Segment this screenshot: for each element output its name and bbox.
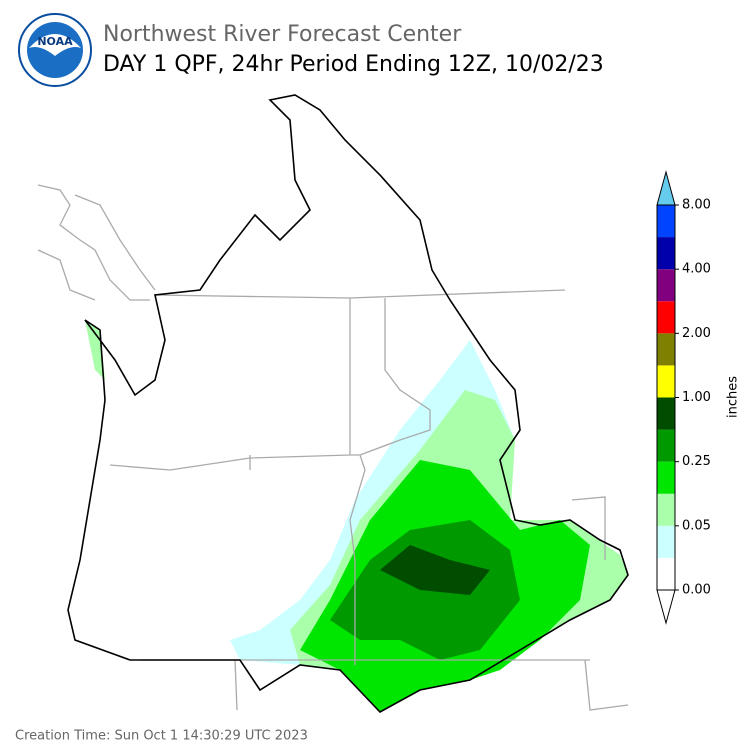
colorbar-segment	[657, 525, 675, 558]
colorbar-segment	[657, 557, 675, 590]
colorbar-segment	[657, 397, 675, 430]
svg-text:NOAA: NOAA	[37, 35, 73, 48]
colorbar-tick-label: 2.00	[682, 326, 711, 341]
colorbar-segment	[657, 365, 675, 398]
colorbar-tick-label: 4.00	[682, 262, 711, 277]
colorbar-segment	[657, 429, 675, 462]
colorbar-tick-label: 8.00	[682, 198, 711, 213]
colorbar-label: inches	[726, 376, 741, 418]
basin-outline	[67, 94, 629, 713]
map	[37, 94, 629, 713]
colorbar-tick-label: 0.00	[682, 583, 711, 598]
colorbar-segment	[657, 269, 675, 302]
title: Northwest River Forecast Center	[103, 22, 462, 47]
colorbar-segment	[657, 333, 675, 366]
colorbar-under	[656, 589, 676, 625]
colorbar-segment	[657, 237, 675, 270]
colorbar-tick-label: 0.05	[682, 518, 711, 533]
colorbar-segment	[657, 205, 675, 238]
subtitle: DAY 1 QPF, 24hr Period Ending 12Z, 10/02…	[103, 52, 604, 77]
creation-time: Creation Time: Sun Oct 1 14:30:29 UTC 20…	[15, 729, 308, 744]
noaa-logo: NOAA	[18, 13, 92, 87]
precip-400	[380, 545, 490, 595]
colorbar-segment	[657, 493, 675, 526]
colorbar: 0.00 0.05 0.25 1.00 2.00 4.00 8.00	[656, 170, 711, 625]
colorbar-segment	[657, 301, 675, 334]
colorbar-over	[656, 170, 676, 206]
coastline-north	[37, 184, 156, 301]
colorbar-tick-label: 0.25	[682, 454, 711, 469]
colorbar-segment	[657, 461, 675, 494]
state-lines	[109, 289, 629, 711]
colorbar-tick-label: 1.00	[682, 390, 711, 405]
